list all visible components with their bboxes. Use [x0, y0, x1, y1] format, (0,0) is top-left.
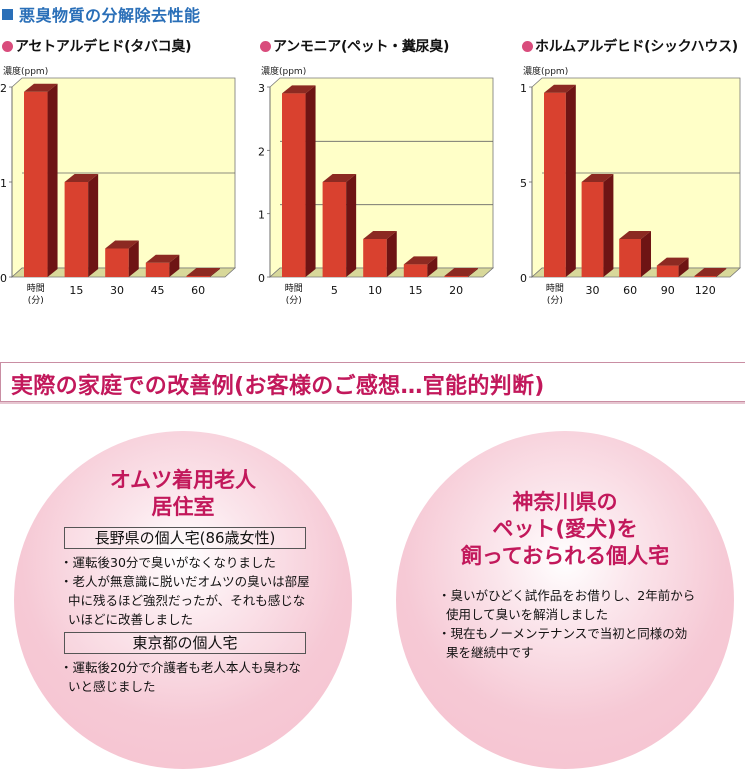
bar: [363, 231, 397, 277]
case-title-line: 居住室: [151, 495, 215, 519]
bar: [619, 231, 652, 277]
y-axis-label: 濃度(ppm): [523, 67, 569, 77]
svg-text:1: 1: [0, 177, 7, 190]
case-title: 神奈川県の ペット(愛犬)を 飼っておられる個人宅: [396, 489, 734, 570]
pink-dot-icon: [260, 41, 271, 52]
svg-text:2: 2: [258, 145, 265, 158]
bullet-list-kanagawa: ・臭いがひどく試作品をお借りし、2年前から使用して臭いを解消しました ・現在もノ…: [438, 586, 698, 662]
section-title: 悪臭物質の分解除去性能: [2, 2, 201, 26]
svg-text:120: 120: [695, 284, 716, 297]
bar-chart: 0 1 2 時間(分) 15 30 45 60: [0, 77, 237, 306]
svg-text:0: 0: [520, 272, 527, 285]
chart-formaldehyde: ホルムアルデヒド(シックハウス) 濃度(ppm) 0 0.5 1 時間(分) 30 60 9…: [520, 36, 750, 311]
pink-dot-icon: [2, 41, 13, 52]
svg-text:0: 0: [258, 272, 265, 285]
svg-text:時間: 時間: [285, 283, 303, 294]
svg-text:(分): (分): [286, 295, 302, 306]
case-circle-pet-owner: 神奈川県の ペット(愛犬)を 飼っておられる個人宅 ・臭いがひどく試作品をお借り…: [396, 431, 734, 769]
bar: [64, 174, 99, 277]
svg-text:60: 60: [623, 284, 637, 297]
svg-text:1: 1: [520, 82, 527, 95]
bar: [282, 85, 316, 277]
bullet-item: ・運転後30分で臭いがなくなりました: [60, 555, 276, 570]
bar: [186, 268, 220, 277]
svg-text:(分): (分): [28, 295, 44, 306]
svg-text:45: 45: [151, 284, 165, 297]
bar-chart: 0 0.5 1 時間(分) 30 60 90 120: [520, 77, 742, 306]
svg-text:0.5: 0.5: [520, 177, 527, 190]
svg-text:0: 0: [0, 272, 7, 285]
svg-text:時間: 時間: [546, 283, 564, 294]
section-title-text: 悪臭物質の分解除去性能: [19, 6, 201, 25]
chart-title-text: アンモニア(ペット・糞尿臭): [273, 39, 450, 55]
case-circle-diaper-elderly: オムツ着用老人 居住室 長野県の個人宅(86歳女性) ・運転後30分で臭いがなく…: [14, 431, 352, 769]
bullet-list-tokyo: ・運転後20分で介護者も老人本人も臭わないと感じました: [60, 658, 310, 696]
svg-text:3: 3: [258, 82, 265, 95]
bar-chart: 0 1 2 3 時間(分) 5 10 15 20: [258, 77, 495, 306]
pink-dot-icon: [522, 41, 533, 52]
svg-text:1: 1: [258, 209, 265, 222]
bar: [694, 268, 727, 277]
banner-text: 実際の家庭での改善例(お客様のご感想…官能的判断): [11, 374, 545, 399]
case-title: オムツ着用老人 居住室: [14, 467, 352, 521]
bullet-item: ・運転後20分で介護者も老人本人も臭わないと感じました: [60, 660, 301, 694]
chart-acetaldehyde: アセトアルデヒド(タバコ臭) 濃度(ppm) 0 1 2 時間 (分) 15 30 45 60: [0, 36, 245, 311]
bar: [403, 256, 438, 277]
y-axis-label: 濃度(ppm): [3, 67, 49, 77]
bar: [581, 174, 614, 277]
chart-title: ホルムアルデヒド(シックハウス): [522, 36, 738, 56]
bar: [444, 268, 478, 277]
svg-text:5: 5: [331, 284, 338, 297]
bullet-item: ・老人が無意識に脱いだオムツの臭いは部屋中に残るほど強烈だったが、それも感じない…: [60, 574, 310, 627]
y-axis-label: 濃度(ppm): [261, 67, 307, 77]
bar: [24, 83, 58, 277]
bar: [322, 174, 357, 277]
bar: [105, 240, 139, 277]
bullet-item: ・臭いがひどく試作品をお借りし、2年前から使用して臭いを解消しました: [438, 588, 696, 622]
case-title-line: 飼っておられる個人宅: [460, 544, 670, 568]
svg-text:30: 30: [586, 284, 600, 297]
bullet-item: ・現在もノーメンテナンスで当初と同様の効果を継続中です: [438, 626, 688, 660]
case-title-line: オムツ着用老人: [109, 468, 257, 492]
svg-text:10: 10: [368, 284, 382, 297]
square-bullet-icon: [2, 9, 13, 20]
svg-text:15: 15: [69, 284, 83, 297]
bar: [656, 257, 689, 277]
svg-text:20: 20: [449, 284, 463, 297]
svg-text:2: 2: [0, 82, 7, 95]
chart-ammonia: アンモニア(ペット・糞尿臭) 濃度(ppm) 0 1 2 3 時間 (分) 5 10 15 20: [258, 36, 503, 311]
chart-title-text: アセトアルデヒド(タバコ臭): [15, 39, 192, 55]
svg-text:30: 30: [110, 284, 124, 297]
bullet-list-nagano: ・運転後30分で臭いがなくなりました ・老人が無意識に脱いだオムツの臭いは部屋中…: [60, 553, 310, 629]
svg-text:時間: 時間: [27, 283, 45, 294]
svg-text:15: 15: [409, 284, 423, 297]
chart-title: アンモニア(ペット・糞尿臭): [260, 36, 449, 56]
bar: [145, 254, 180, 277]
chart-title-text: ホルムアルデヒド(シックハウス): [535, 39, 738, 55]
chart-title: アセトアルデヒド(タバコ臭): [2, 36, 191, 56]
svg-text:90: 90: [661, 284, 675, 297]
bar: [544, 84, 576, 277]
improvement-examples-banner: 実際の家庭での改善例(お客様のご感想…官能的判断): [0, 362, 745, 402]
svg-text:60: 60: [191, 284, 205, 297]
subsection-heading-nagano: 長野県の個人宅(86歳女性): [64, 527, 306, 549]
subsection-heading-tokyo: 東京都の個人宅: [64, 632, 306, 654]
case-title-line: 神奈川県の: [512, 490, 618, 514]
svg-text:(分): (分): [547, 295, 563, 306]
case-title-line: ペット(愛犬)を: [492, 517, 638, 541]
